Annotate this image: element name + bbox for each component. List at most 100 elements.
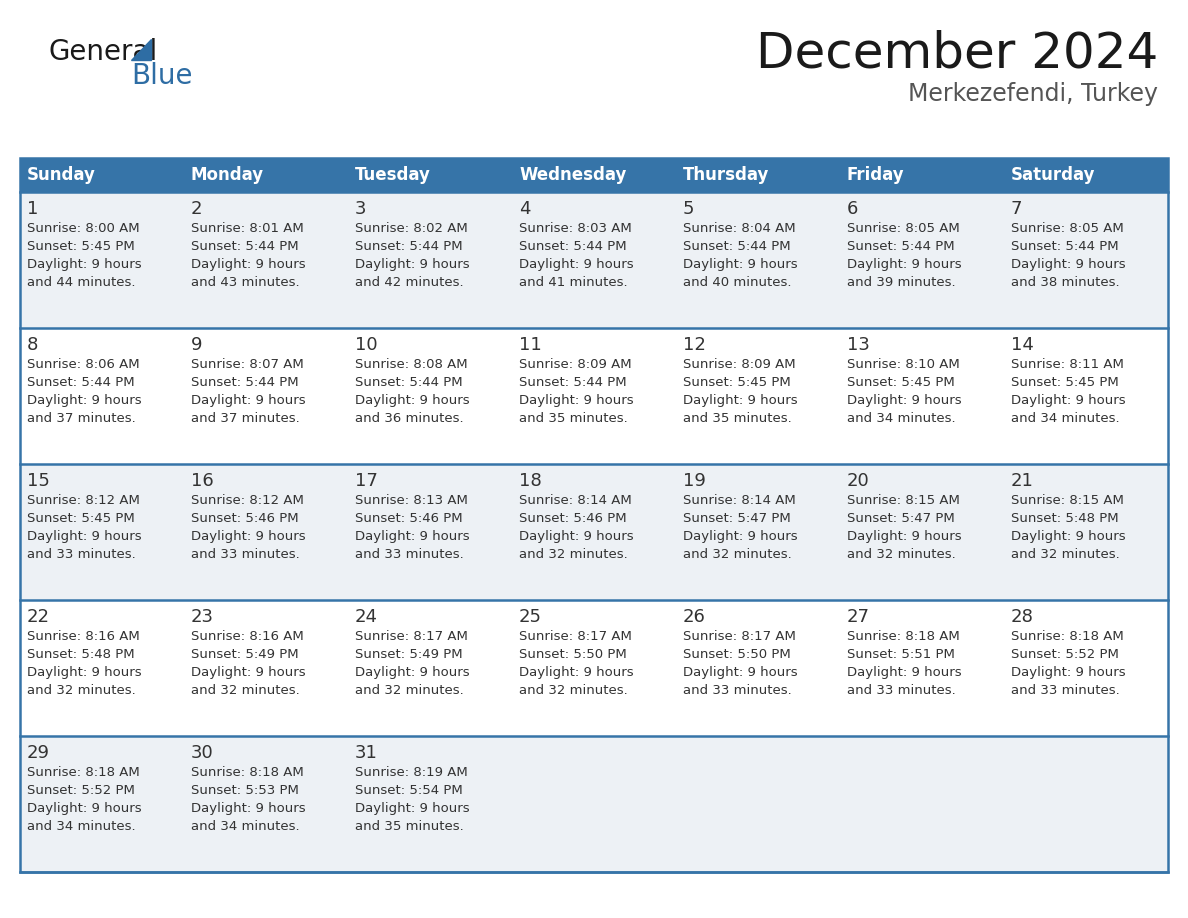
Text: Friday: Friday xyxy=(847,166,904,184)
Text: Daylight: 9 hours: Daylight: 9 hours xyxy=(355,394,469,407)
Text: and 32 minutes.: and 32 minutes. xyxy=(191,684,299,697)
Text: Sunrise: 8:17 AM: Sunrise: 8:17 AM xyxy=(519,630,632,643)
Bar xyxy=(20,464,1168,600)
Bar xyxy=(20,736,1168,872)
Text: Sunset: 5:44 PM: Sunset: 5:44 PM xyxy=(519,376,626,389)
Text: Sunset: 5:44 PM: Sunset: 5:44 PM xyxy=(683,240,791,253)
Text: Sunrise: 8:15 AM: Sunrise: 8:15 AM xyxy=(1011,494,1124,507)
Text: Daylight: 9 hours: Daylight: 9 hours xyxy=(27,394,141,407)
Text: Sunset: 5:48 PM: Sunset: 5:48 PM xyxy=(1011,512,1119,525)
Text: and 35 minutes.: and 35 minutes. xyxy=(683,412,791,425)
Text: Sunset: 5:50 PM: Sunset: 5:50 PM xyxy=(519,648,627,661)
Text: 21: 21 xyxy=(1011,472,1034,490)
Text: Sunset: 5:46 PM: Sunset: 5:46 PM xyxy=(519,512,626,525)
Text: Daylight: 9 hours: Daylight: 9 hours xyxy=(191,530,305,543)
Text: Sunrise: 8:01 AM: Sunrise: 8:01 AM xyxy=(191,222,304,235)
Text: Daylight: 9 hours: Daylight: 9 hours xyxy=(847,530,961,543)
Text: Sunset: 5:48 PM: Sunset: 5:48 PM xyxy=(27,648,134,661)
Text: 13: 13 xyxy=(847,336,870,354)
Text: Daylight: 9 hours: Daylight: 9 hours xyxy=(1011,394,1125,407)
Text: Sunset: 5:45 PM: Sunset: 5:45 PM xyxy=(683,376,791,389)
Text: and 33 minutes.: and 33 minutes. xyxy=(1011,684,1120,697)
Bar xyxy=(20,158,1168,872)
Text: Daylight: 9 hours: Daylight: 9 hours xyxy=(355,802,469,815)
Text: 23: 23 xyxy=(191,608,214,626)
Text: Daylight: 9 hours: Daylight: 9 hours xyxy=(519,530,633,543)
Text: and 37 minutes.: and 37 minutes. xyxy=(191,412,299,425)
Text: Sunset: 5:45 PM: Sunset: 5:45 PM xyxy=(27,512,134,525)
Text: Sunrise: 8:02 AM: Sunrise: 8:02 AM xyxy=(355,222,468,235)
Bar xyxy=(20,192,1168,328)
Text: Sunrise: 8:18 AM: Sunrise: 8:18 AM xyxy=(191,766,304,779)
Text: Sunset: 5:51 PM: Sunset: 5:51 PM xyxy=(847,648,955,661)
Text: and 33 minutes.: and 33 minutes. xyxy=(847,684,956,697)
Text: 24: 24 xyxy=(355,608,378,626)
Text: and 32 minutes.: and 32 minutes. xyxy=(519,684,627,697)
Text: Sunrise: 8:16 AM: Sunrise: 8:16 AM xyxy=(191,630,304,643)
Text: Sunset: 5:50 PM: Sunset: 5:50 PM xyxy=(683,648,791,661)
Text: General: General xyxy=(48,38,157,66)
Text: Sunset: 5:54 PM: Sunset: 5:54 PM xyxy=(355,784,463,797)
Text: Daylight: 9 hours: Daylight: 9 hours xyxy=(355,666,469,679)
Text: Daylight: 9 hours: Daylight: 9 hours xyxy=(683,394,797,407)
Text: Sunset: 5:46 PM: Sunset: 5:46 PM xyxy=(191,512,298,525)
Text: and 39 minutes.: and 39 minutes. xyxy=(847,276,955,289)
Text: Sunset: 5:45 PM: Sunset: 5:45 PM xyxy=(1011,376,1119,389)
Text: and 34 minutes.: and 34 minutes. xyxy=(27,820,135,833)
Text: Sunrise: 8:17 AM: Sunrise: 8:17 AM xyxy=(355,630,468,643)
Text: Sunset: 5:44 PM: Sunset: 5:44 PM xyxy=(191,240,298,253)
Text: 9: 9 xyxy=(191,336,202,354)
Text: Daylight: 9 hours: Daylight: 9 hours xyxy=(27,666,141,679)
Text: Sunset: 5:44 PM: Sunset: 5:44 PM xyxy=(847,240,955,253)
Text: 14: 14 xyxy=(1011,336,1034,354)
Text: Sunset: 5:44 PM: Sunset: 5:44 PM xyxy=(355,240,462,253)
Text: 10: 10 xyxy=(355,336,378,354)
Text: Sunrise: 8:03 AM: Sunrise: 8:03 AM xyxy=(519,222,632,235)
Text: Sunrise: 8:18 AM: Sunrise: 8:18 AM xyxy=(27,766,140,779)
Text: and 35 minutes.: and 35 minutes. xyxy=(519,412,627,425)
Text: Sunrise: 8:15 AM: Sunrise: 8:15 AM xyxy=(847,494,960,507)
Text: and 42 minutes.: and 42 minutes. xyxy=(355,276,463,289)
Text: Daylight: 9 hours: Daylight: 9 hours xyxy=(847,258,961,271)
Text: Sunrise: 8:13 AM: Sunrise: 8:13 AM xyxy=(355,494,468,507)
Text: 5: 5 xyxy=(683,200,695,218)
Text: Daylight: 9 hours: Daylight: 9 hours xyxy=(519,394,633,407)
Text: 6: 6 xyxy=(847,200,859,218)
Text: Sunset: 5:47 PM: Sunset: 5:47 PM xyxy=(683,512,791,525)
Text: Daylight: 9 hours: Daylight: 9 hours xyxy=(27,530,141,543)
Text: Sunset: 5:44 PM: Sunset: 5:44 PM xyxy=(519,240,626,253)
Text: Daylight: 9 hours: Daylight: 9 hours xyxy=(519,666,633,679)
Text: 4: 4 xyxy=(519,200,531,218)
Text: Sunset: 5:53 PM: Sunset: 5:53 PM xyxy=(191,784,299,797)
Text: 29: 29 xyxy=(27,744,50,762)
Text: and 32 minutes.: and 32 minutes. xyxy=(27,684,135,697)
Text: Blue: Blue xyxy=(131,62,192,90)
Text: Daylight: 9 hours: Daylight: 9 hours xyxy=(683,258,797,271)
Text: Daylight: 9 hours: Daylight: 9 hours xyxy=(847,394,961,407)
Text: Sunrise: 8:19 AM: Sunrise: 8:19 AM xyxy=(355,766,468,779)
Text: 2: 2 xyxy=(191,200,202,218)
Text: 7: 7 xyxy=(1011,200,1023,218)
Text: and 33 minutes.: and 33 minutes. xyxy=(27,548,135,561)
Text: 22: 22 xyxy=(27,608,50,626)
Text: 16: 16 xyxy=(191,472,214,490)
Text: and 33 minutes.: and 33 minutes. xyxy=(683,684,791,697)
Text: and 34 minutes.: and 34 minutes. xyxy=(1011,412,1119,425)
Text: and 37 minutes.: and 37 minutes. xyxy=(27,412,135,425)
Text: Merkezefendi, Turkey: Merkezefendi, Turkey xyxy=(908,82,1158,106)
Text: 12: 12 xyxy=(683,336,706,354)
Text: Daylight: 9 hours: Daylight: 9 hours xyxy=(683,530,797,543)
Text: Sunrise: 8:08 AM: Sunrise: 8:08 AM xyxy=(355,358,468,371)
Text: Sunset: 5:45 PM: Sunset: 5:45 PM xyxy=(27,240,134,253)
Text: Daylight: 9 hours: Daylight: 9 hours xyxy=(191,258,305,271)
Text: and 38 minutes.: and 38 minutes. xyxy=(1011,276,1119,289)
Text: 15: 15 xyxy=(27,472,50,490)
Bar xyxy=(20,328,1168,464)
Text: Sunset: 5:44 PM: Sunset: 5:44 PM xyxy=(27,376,134,389)
Text: Daylight: 9 hours: Daylight: 9 hours xyxy=(847,666,961,679)
Text: and 41 minutes.: and 41 minutes. xyxy=(519,276,627,289)
Text: Sunrise: 8:05 AM: Sunrise: 8:05 AM xyxy=(1011,222,1124,235)
Text: Sunset: 5:44 PM: Sunset: 5:44 PM xyxy=(191,376,298,389)
Bar xyxy=(20,600,1168,736)
Text: Sunrise: 8:10 AM: Sunrise: 8:10 AM xyxy=(847,358,960,371)
